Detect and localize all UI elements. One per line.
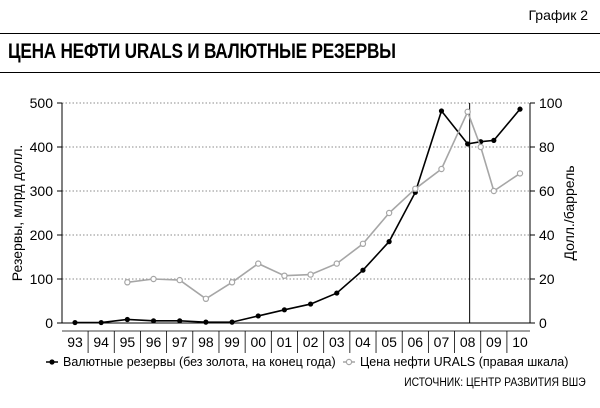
- title-rule: [0, 72, 600, 73]
- oil-point: [490, 187, 498, 195]
- reserves-point: [255, 313, 261, 319]
- x-tick-label: 98: [198, 334, 214, 350]
- reserves-point: [150, 318, 157, 324]
- series-line-reserves: [75, 108, 521, 324]
- source-note: ИСТОЧНИК: ЦЕНТР РАЗВИТИЯ ВШЭ: [404, 377, 586, 389]
- x-tick-label: 03: [329, 334, 345, 350]
- series-layer: [72, 106, 524, 326]
- right-axis-title: Долл./баррель: [561, 165, 577, 260]
- right-tick-label: 100: [539, 95, 563, 111]
- oil-point: [438, 165, 445, 173]
- oil-point: [307, 271, 314, 278]
- legend-label-reserves: Валютные резервы (без золота, на конец г…: [63, 355, 336, 369]
- reserves-point: [203, 319, 209, 325]
- oil-point: [385, 209, 393, 217]
- x-tick-label: 99: [224, 334, 240, 350]
- left-tick-label: 300: [30, 183, 54, 199]
- oil-point: [228, 279, 236, 286]
- oil-point: [412, 185, 419, 192]
- x-tick-label: 08: [460, 334, 476, 350]
- reserves-point: [229, 319, 235, 325]
- x-tick-label: 94: [93, 334, 109, 350]
- reserves-point: [98, 319, 104, 326]
- left-axis-title: Резервы, млрд долл.: [9, 145, 25, 282]
- reserves-point: [177, 318, 183, 324]
- oil-point: [359, 240, 367, 247]
- oil-point: [202, 295, 210, 302]
- reserves-point: [438, 108, 445, 114]
- reserves-point: [491, 137, 497, 143]
- legend-marker-reserves: [49, 359, 55, 365]
- oil-point: [255, 260, 262, 267]
- x-tick-label: 10: [512, 334, 528, 350]
- x-tick-label: 97: [172, 334, 188, 350]
- chart-title: ЦЕНА НЕФТИ URALS И ВАЛЮТНЫЕ РЕЗЕРВЫ: [8, 40, 396, 63]
- x-tick-label: 00: [250, 334, 266, 350]
- oil-point: [176, 276, 183, 284]
- left-tick-label: 100: [30, 271, 54, 287]
- figure-number: График 2: [528, 7, 588, 23]
- right-tick-label: 40: [539, 227, 555, 243]
- oil-point: [150, 275, 157, 283]
- x-tick-label: 06: [408, 334, 424, 350]
- legend-label-oil: Цена нефти URALS (правая шкала): [360, 355, 568, 369]
- right-tick-label: 0: [539, 315, 547, 331]
- oil-point: [516, 170, 524, 177]
- x-tick-label: 93: [67, 334, 83, 350]
- left-tick-label: 400: [30, 139, 54, 155]
- legend: Валютные резервы (без золота, на конец г…: [46, 355, 568, 369]
- reserves-point: [386, 239, 392, 245]
- top-rule: [0, 33, 600, 34]
- reserves-point: [517, 106, 523, 112]
- x-tick-label: 07: [434, 334, 450, 350]
- reserves-point: [465, 141, 471, 147]
- right-tick-label: 60: [539, 183, 555, 199]
- reserves-point: [307, 301, 314, 307]
- axes: [57, 102, 535, 353]
- reserves-point: [72, 319, 78, 326]
- x-tick-label: 95: [120, 334, 136, 350]
- left-tick-label: 0: [45, 315, 53, 331]
- left-tick-label: 500: [30, 95, 54, 111]
- reserves-point: [124, 316, 130, 323]
- oil-point: [333, 260, 340, 267]
- left-tick-label: 200: [30, 227, 54, 243]
- x-tick-label: 96: [146, 334, 162, 350]
- x-tick-label: 04: [355, 334, 371, 350]
- reserves-point: [360, 267, 366, 273]
- oil-point: [281, 272, 288, 279]
- reserves-point: [281, 307, 288, 313]
- reserves-point: [334, 290, 340, 296]
- legend-marker-oil: [345, 358, 353, 366]
- series-line-oil: [127, 109, 521, 300]
- oil-point: [477, 143, 484, 151]
- x-tick-label: 02: [303, 334, 319, 350]
- right-tick-label: 20: [539, 271, 555, 287]
- x-tick-label: 05: [381, 334, 397, 350]
- right-tick-label: 80: [539, 139, 555, 155]
- x-tick-label: 09: [486, 334, 502, 350]
- x-tick-label: 01: [277, 334, 293, 350]
- oil-point: [464, 108, 471, 116]
- oil-point: [124, 279, 131, 286]
